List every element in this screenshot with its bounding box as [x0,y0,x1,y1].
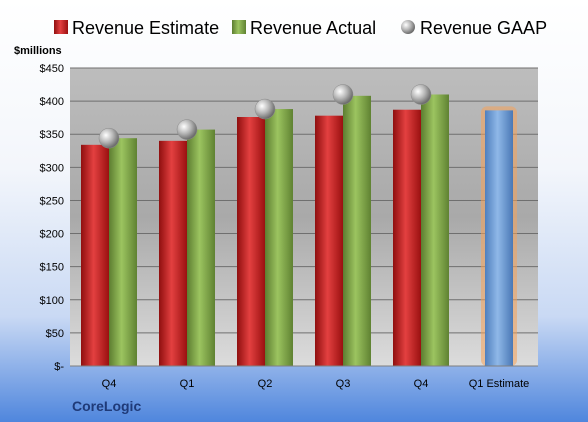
marker-revenue-gaap [332,84,354,105]
y-axis-unit-label: $millions [14,45,62,57]
x-tick-label: Q2 [258,378,273,390]
bar-revenue-actual [421,94,449,366]
marker-revenue-gaap [176,119,198,140]
marker-revenue-gaap [98,127,120,149]
bar-revenue-estimate [159,140,187,366]
bar-revenue-actual [343,95,371,367]
bar-revenue-estimate [393,109,421,366]
legend-label-revenue-actual: Revenue Actual [250,18,376,38]
x-tick-label: Q1 Estimate [469,378,530,390]
legend-swatch-revenue-estimate [54,20,68,34]
company-name: CoreLogic [72,398,142,414]
y-tick-label: $300 [40,162,64,174]
bar-revenue-projection [485,110,513,366]
x-axis-ticks: Q4 Q1 Q2 Q3 Q4 Q1 Estimate [102,378,530,390]
bar-revenue-actual [187,129,215,366]
bar-revenue-actual [265,109,293,367]
marker-revenue-gaap [410,84,432,105]
y-tick-label: $350 [40,129,64,141]
legend: Revenue Estimate Revenue Actual Revenue … [54,18,547,38]
legend-swatch-revenue-actual [232,20,246,34]
y-tick-label: $200 [40,229,64,241]
bar-revenue-estimate [81,144,109,366]
x-tick-label: Q4 [102,378,117,390]
y-tick-label: $400 [40,96,64,108]
y-tick-label: $50 [46,328,64,340]
legend-label-revenue-estimate: Revenue Estimate [72,18,219,38]
y-axis-ticks: $- $50 $100 $150 $200 $250 $300 $350 $400 $450 [40,63,65,373]
marker-revenue-gaap [254,98,276,120]
y-tick-label: $- [54,361,64,373]
y-tick-label: $100 [40,295,64,307]
y-tick-label: $450 [40,63,64,75]
plot-area [70,68,538,366]
bars [81,94,517,367]
legend-swatch-revenue-gaap [401,20,415,34]
bar-revenue-estimate [315,115,343,367]
x-tick-label: Q4 [414,378,429,390]
gridlines [70,67,538,367]
bar-revenue-actual [109,138,137,366]
x-tick-label: Q3 [336,378,351,390]
bar-revenue-estimate [237,117,265,366]
x-tick-label: Q1 [180,378,195,390]
gaap-markers [98,84,432,149]
y-tick-label: $250 [40,195,64,207]
legend-label-revenue-gaap: Revenue GAAP [420,18,547,38]
y-tick-label: $150 [40,262,64,274]
